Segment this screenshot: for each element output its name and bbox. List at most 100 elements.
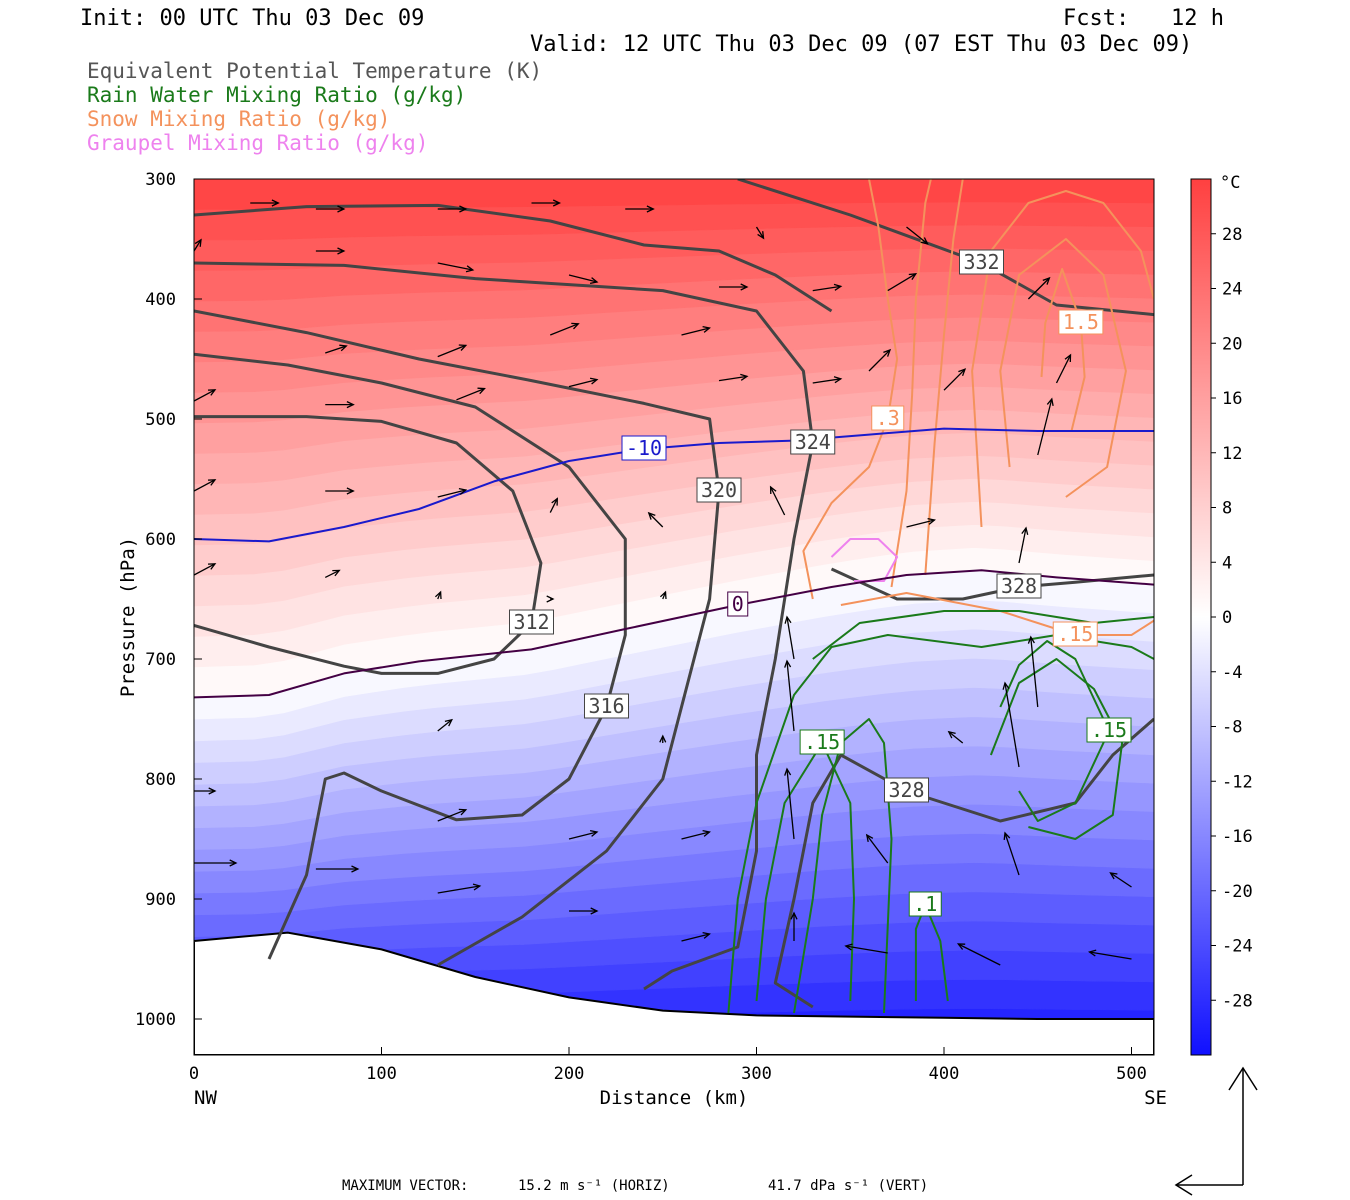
max-vector-label: MAXIMUM VECTOR: [342, 1178, 468, 1194]
wind-vector [315, 865, 360, 873]
wind-vector-head [958, 368, 967, 377]
wind-vector-head [589, 377, 599, 385]
wind-vector-head [458, 808, 468, 816]
wind-vector-head [702, 931, 711, 939]
wind-vector-head [947, 730, 956, 739]
theta-e-contour [773, 717, 1154, 1009]
wind-vector-head [207, 389, 217, 396]
wind-vector-shaft [568, 831, 598, 840]
rain-contour-label-box [799, 729, 845, 755]
theta-e-contour-label-box [509, 609, 554, 635]
wind-vector-head [351, 865, 360, 873]
wind-vector-shaft [681, 831, 710, 840]
snow-contour [999, 238, 1127, 498]
wind-vector-head [883, 348, 892, 357]
valid-time: Valid: 12 UTC Thu 03 Dec 09 (07 EST Thu … [530, 32, 1192, 57]
wind-vector-shaft [194, 239, 202, 252]
wind-vector [325, 487, 355, 495]
wind-vector [194, 787, 217, 795]
x-axis-title: Distance (km) [600, 1087, 749, 1109]
theta-e-contour-label-box [884, 777, 929, 803]
wind-vector [531, 199, 562, 207]
wind-vector [437, 344, 468, 358]
wind-vector-head [956, 943, 966, 950]
wind-vector-head [1064, 353, 1072, 363]
wind-vector [1027, 635, 1039, 708]
snow-contour [890, 179, 932, 588]
wind-vector-shaft [194, 389, 216, 402]
wind-vector [1018, 526, 1029, 564]
rain-contour-label: .15 [1091, 718, 1127, 742]
wind-vector [868, 348, 892, 372]
wind-vector-shaft [437, 885, 480, 894]
wind-vector [325, 401, 355, 409]
legend-theta-e: Equivalent Potential Temperature (K) [87, 59, 542, 83]
rain-contour [999, 640, 1110, 822]
wind-vector-shaft [1089, 951, 1132, 960]
wind-vector [569, 907, 599, 915]
wind-vector [546, 595, 555, 603]
wind-vector-shaft [868, 349, 891, 372]
wind-vector [719, 283, 749, 291]
isotherm-minus10-label: -10 [626, 436, 662, 460]
wind-vector-head [844, 943, 853, 951]
wind-vector-shaft [194, 479, 216, 492]
theta-e-contour-label-box [996, 573, 1042, 599]
wind-vector [324, 569, 341, 578]
colorbar-tick-label: 28 [1222, 225, 1242, 245]
wind-vector [659, 590, 667, 600]
wind-vector-shaft [845, 945, 888, 954]
wind-vector-shaft [437, 262, 473, 271]
wind-vector [647, 511, 664, 528]
forecast-hours: 12 h [1171, 6, 1224, 31]
theta-e-contour [194, 203, 833, 313]
wind-vector [315, 205, 346, 213]
snow-contour [971, 190, 1154, 528]
wind-vector-shaft [568, 378, 598, 388]
wind-vector-head [784, 615, 792, 624]
y-tick-label: 500 [145, 410, 176, 430]
wind-vector [325, 344, 348, 354]
y-tick-label: 400 [145, 290, 176, 310]
x-tick-label: 100 [366, 1064, 397, 1084]
wind-vector-shaft [1018, 527, 1027, 564]
wind-vector-head [1042, 276, 1051, 285]
wind-vector-shaft [770, 486, 786, 516]
wind-vector [790, 911, 798, 941]
x-tick-label: 0 [189, 1064, 199, 1084]
colorbar-tick-label: 24 [1222, 280, 1242, 300]
wind-vector [625, 205, 655, 213]
wind-vector [1055, 353, 1072, 384]
wind-vector-head [1003, 831, 1011, 840]
snow-contour-label: .3 [876, 406, 900, 430]
wind-vector-head [908, 273, 918, 280]
wind-vector-head [740, 283, 749, 291]
wind-vector-shaft [437, 809, 466, 822]
wind-vector-head [332, 569, 341, 577]
colorbar-tick-label: 8 [1222, 499, 1232, 519]
wind-vector-shaft [786, 660, 795, 732]
wind-vector-head [229, 859, 238, 867]
x-end-label-right: SE [1144, 1087, 1167, 1109]
colorbar [1190, 178, 1212, 1056]
wind-vector [250, 199, 280, 207]
wind-vector-shaft [906, 519, 935, 528]
snow-contour-label: .15 [1057, 622, 1093, 646]
wind-vector-shaft [943, 368, 966, 391]
isotherm-minus10-label-box [621, 435, 667, 461]
contour-labels: 312 316 320 324 328 328 332 .3 .15 1.5 .15 .15 .1 -10… [509, 249, 1132, 917]
wind-vector [769, 485, 786, 516]
colorbar-tick-label: 16 [1222, 389, 1242, 409]
graupel-contour [830, 538, 899, 582]
colorbar-unit: °C [1220, 173, 1240, 193]
wind-vector-shaft [194, 563, 216, 576]
wind-vector-head [769, 485, 777, 495]
wind-vector-head [207, 479, 217, 486]
wind-vector [568, 377, 599, 388]
wind-vector-shaft [1030, 636, 1039, 708]
rain-contour-label-box [1086, 717, 1132, 743]
wind-vector [456, 387, 486, 401]
wind-vector-head [702, 325, 711, 333]
wind-vector-head [346, 487, 355, 495]
wind-vector-head [590, 907, 599, 915]
